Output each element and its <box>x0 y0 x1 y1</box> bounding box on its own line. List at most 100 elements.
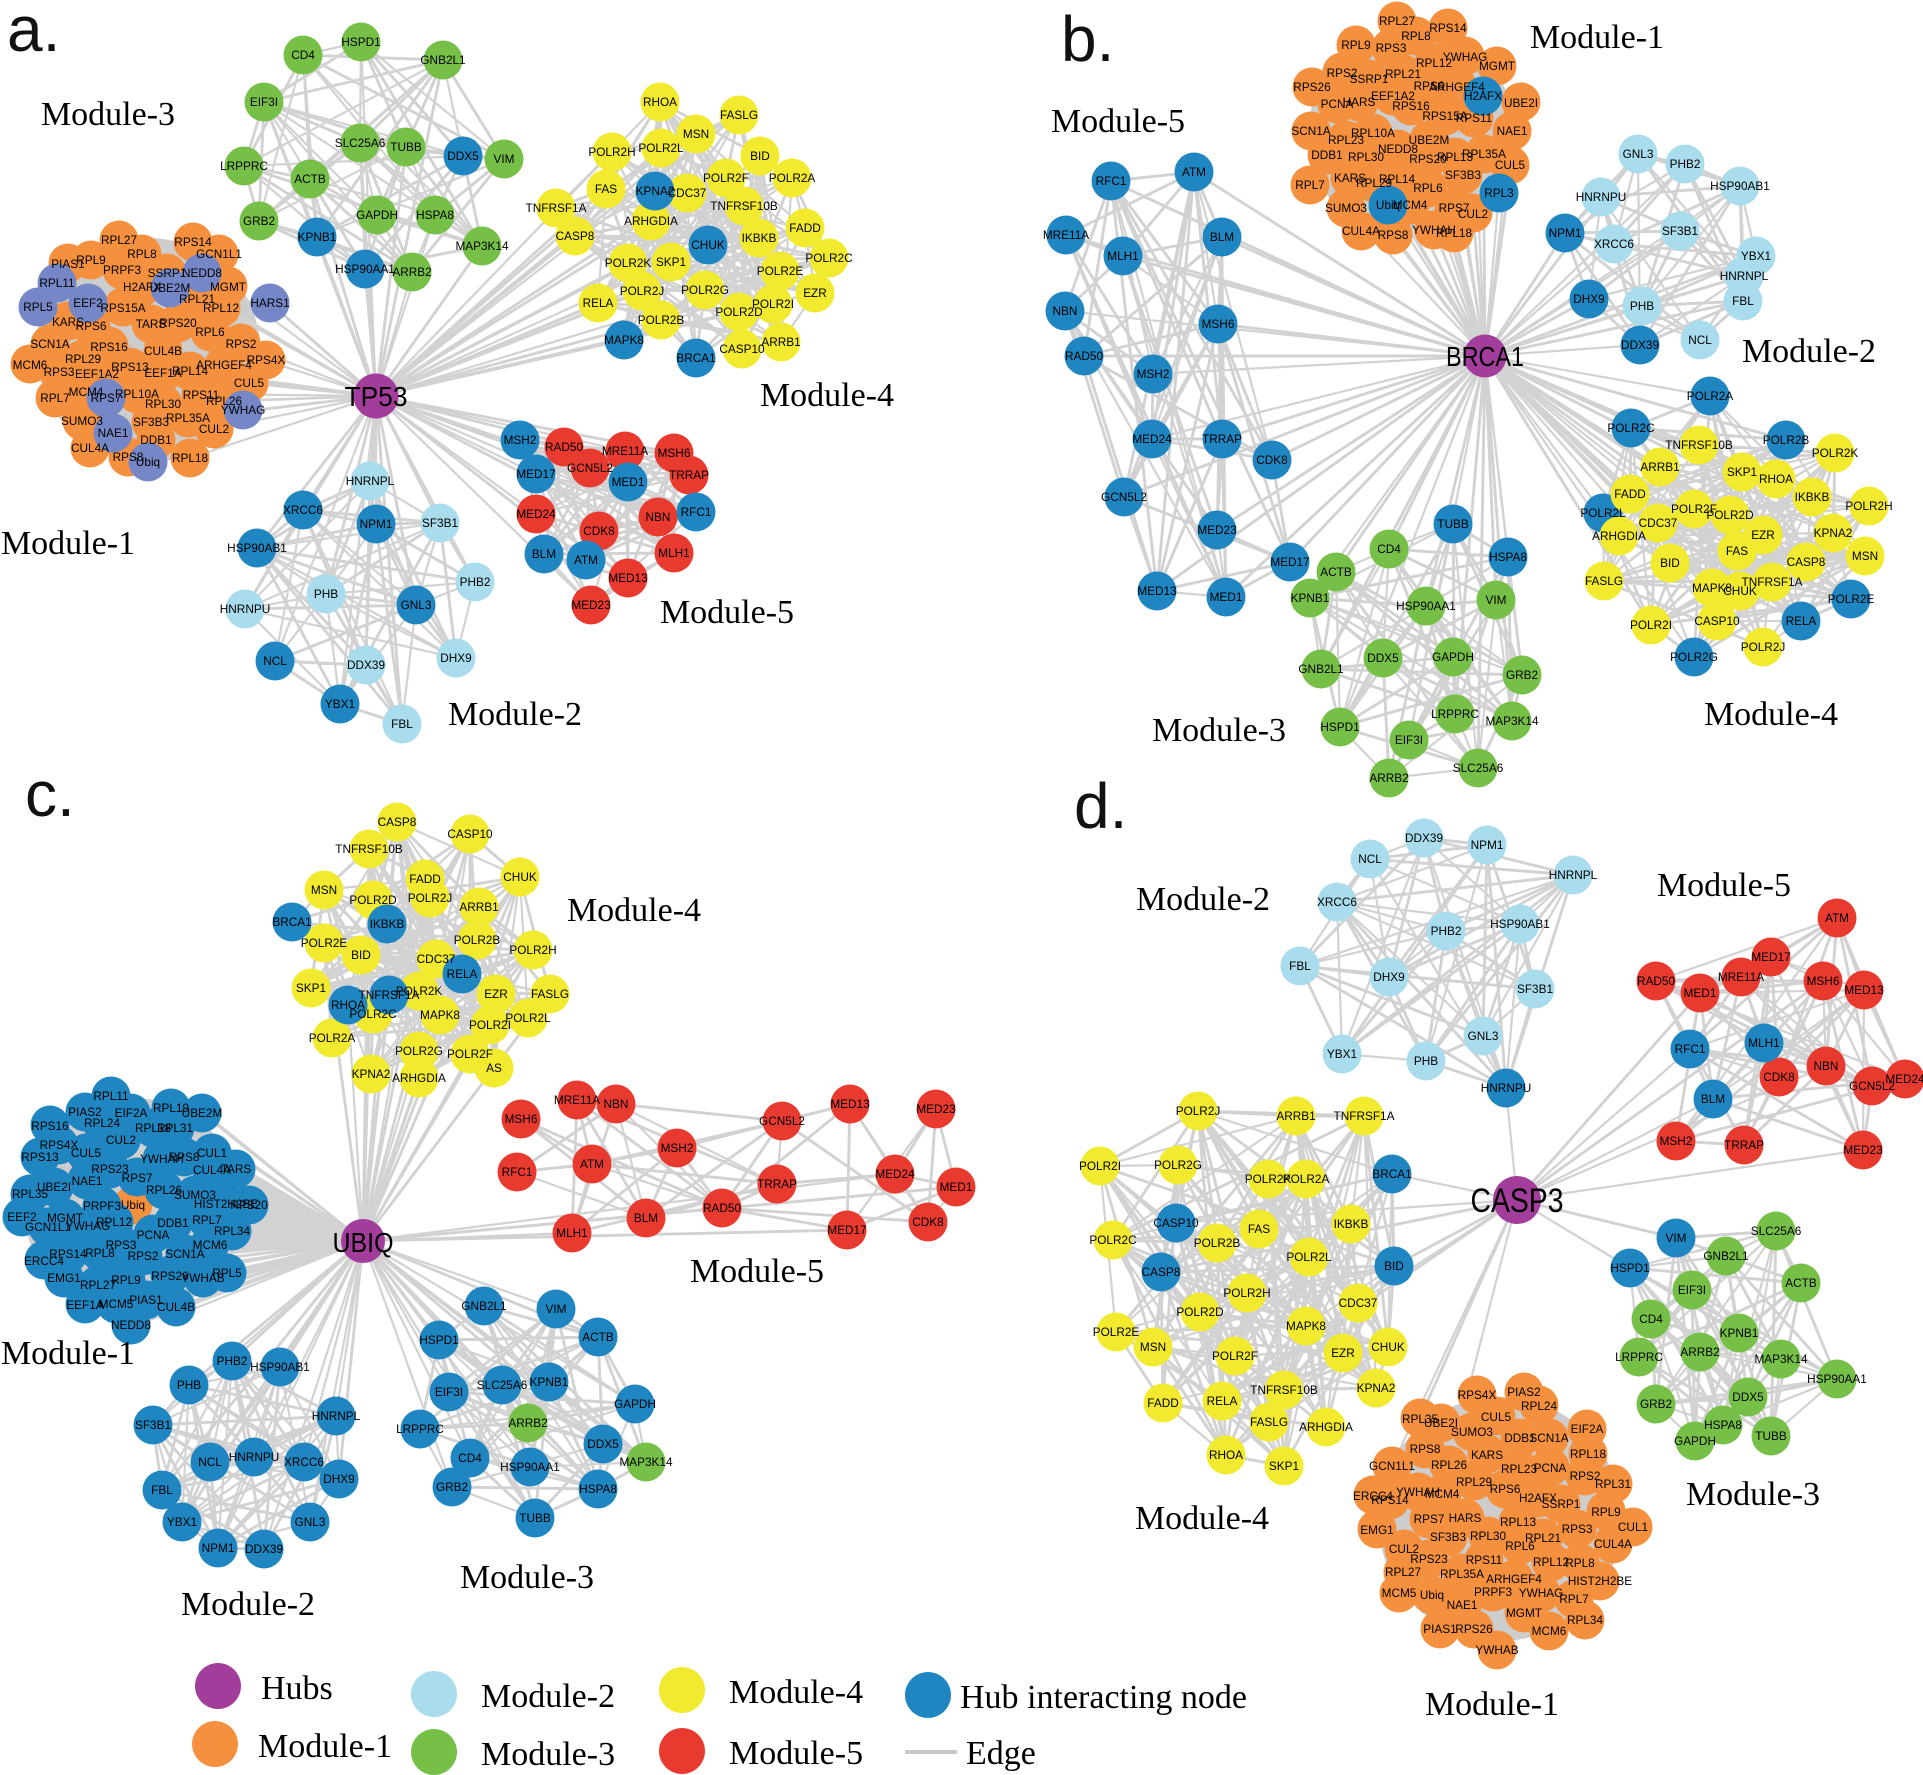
svg-text:POLR2D: POLR2D <box>1706 508 1753 522</box>
svg-text:EZR: EZR <box>803 286 827 300</box>
svg-text:MED23: MED23 <box>571 598 611 612</box>
svg-text:RPL18: RPL18 <box>135 1121 172 1135</box>
svg-text:PRPF3: PRPF3 <box>83 1199 121 1213</box>
svg-text:RAD50: RAD50 <box>1637 974 1675 988</box>
svg-text:POLR2E: POLR2E <box>757 264 804 278</box>
svg-text:FBL: FBL <box>151 1483 173 1497</box>
svg-text:PRPF3: PRPF3 <box>103 263 141 277</box>
svg-text:BRCA1: BRCA1 <box>1446 341 1524 372</box>
svg-text:SF3B3: SF3B3 <box>1445 168 1482 182</box>
svg-text:CDC37: CDC37 <box>1639 516 1678 530</box>
svg-text:ATM: ATM <box>574 553 598 567</box>
svg-text:CUL2: CUL2 <box>199 422 229 436</box>
svg-text:RPL29: RPL29 <box>65 352 101 366</box>
svg-text:CUL2: CUL2 <box>106 1133 136 1147</box>
svg-text:PIAS1: PIAS1 <box>129 1293 162 1307</box>
svg-text:GNL3: GNL3 <box>401 598 432 612</box>
svg-text:POLR2F: POLR2F <box>703 171 749 185</box>
svg-text:CD4: CD4 <box>458 1451 482 1465</box>
svg-text:RPS7: RPS7 <box>1414 1512 1445 1526</box>
svg-text:POLR2G: POLR2G <box>395 1044 443 1058</box>
svg-text:HNRNPU: HNRNPU <box>220 602 270 616</box>
svg-text:SF3B1: SF3B1 <box>1662 224 1698 238</box>
svg-text:HSPD1: HSPD1 <box>419 1333 458 1347</box>
svg-text:CASP10: CASP10 <box>1694 614 1740 628</box>
svg-text:MED23: MED23 <box>916 1102 956 1116</box>
svg-text:HSPD1: HSPD1 <box>1610 1261 1649 1275</box>
svg-text:HSP90AB1: HSP90AB1 <box>227 541 287 555</box>
svg-text:SKP1: SKP1 <box>656 255 686 269</box>
svg-text:POLR2H: POLR2H <box>1223 1286 1270 1300</box>
svg-text:MSH6: MSH6 <box>505 1112 538 1126</box>
svg-text:POLR2H: POLR2H <box>509 943 556 957</box>
svg-text:RPL5: RPL5 <box>23 300 53 314</box>
svg-text:EEF1A: EEF1A <box>66 1298 104 1312</box>
svg-text:FASLG: FASLG <box>1585 574 1623 588</box>
svg-text:Module-1: Module-1 <box>1425 1686 1559 1723</box>
svg-text:MSN: MSN <box>311 883 337 897</box>
svg-text:RPS15A: RPS15A <box>1422 109 1467 123</box>
svg-text:HSP90AB1: HSP90AB1 <box>250 1360 310 1374</box>
svg-text:RPL12: RPL12 <box>96 1215 132 1229</box>
svg-text:RPL6: RPL6 <box>195 325 225 339</box>
svg-text:CUL4A: CUL4A <box>1594 1537 1632 1551</box>
svg-text:RPL7: RPL7 <box>40 391 70 405</box>
svg-text:UBE2I: UBE2I <box>37 1180 71 1194</box>
svg-text:EZR: EZR <box>1331 1346 1355 1360</box>
svg-text:POLR2B: POLR2B <box>454 933 501 947</box>
svg-text:RFC1: RFC1 <box>1675 1042 1706 1056</box>
svg-text:RHOA: RHOA <box>1209 1448 1243 1462</box>
svg-text:CUL4B: CUL4B <box>157 1300 195 1314</box>
svg-text:GCN1L1: GCN1L1 <box>1369 1459 1415 1473</box>
svg-text:DDX39: DDX39 <box>245 1542 283 1556</box>
svg-text:FASLG: FASLG <box>1250 1415 1288 1429</box>
svg-text:HNRNPU: HNRNPU <box>229 1450 279 1464</box>
svg-text:MCM5: MCM5 <box>1382 1586 1417 1600</box>
svg-text:RPS2: RPS2 <box>1570 1469 1601 1483</box>
svg-text:RPL24: RPL24 <box>84 1116 121 1130</box>
svg-text:ARRB2: ARRB2 <box>1369 771 1408 785</box>
svg-text:SKP1: SKP1 <box>296 981 326 995</box>
svg-text:BLM: BLM <box>1701 1092 1725 1106</box>
svg-text:HNRNPL: HNRNPL <box>346 474 395 488</box>
svg-text:SF3B3: SF3B3 <box>133 415 170 429</box>
svg-text:ATM: ATM <box>1825 911 1849 925</box>
svg-text:MRE11A: MRE11A <box>1718 970 1764 984</box>
svg-text:CDK8: CDK8 <box>1256 453 1288 467</box>
svg-text:MAP3K14: MAP3K14 <box>1485 714 1539 728</box>
svg-text:YWHAH: YWHAH <box>1412 223 1456 237</box>
svg-text:ACTB: ACTB <box>582 1330 614 1344</box>
svg-text:RAD50: RAD50 <box>1065 349 1103 363</box>
svg-text:EIF3I: EIF3I <box>250 95 278 109</box>
svg-text:PHB2: PHB2 <box>1670 157 1701 171</box>
svg-text:POLR2E: POLR2E <box>1093 1325 1140 1339</box>
svg-text:GNB2L1: GNB2L1 <box>420 53 465 67</box>
svg-text:DDX39: DDX39 <box>1621 338 1659 352</box>
svg-text:RPS3: RPS3 <box>1562 1522 1593 1536</box>
svg-text:TP53: TP53 <box>345 381 408 412</box>
svg-text:HARS1: HARS1 <box>250 296 289 310</box>
svg-text:Ubiq: Ubiq <box>121 1198 145 1212</box>
svg-text:UBE2M: UBE2M <box>182 1106 223 1120</box>
svg-text:HNRNPU: HNRNPU <box>1576 190 1626 204</box>
svg-text:Module-2: Module-2 <box>1742 333 1876 370</box>
svg-text:RPS11: RPS11 <box>1466 1553 1503 1567</box>
svg-text:Module-4: Module-4 <box>760 377 894 414</box>
svg-text:Module-2: Module-2 <box>481 1678 615 1715</box>
svg-text:RPL29: RPL29 <box>1456 1475 1492 1489</box>
svg-text:POLR2L: POLR2L <box>505 1011 551 1025</box>
svg-text:POLR2L: POLR2L <box>638 141 684 155</box>
svg-text:POLR2B: POLR2B <box>1194 1236 1241 1250</box>
svg-text:CUL2: CUL2 <box>1458 207 1488 221</box>
svg-text:MED17: MED17 <box>1270 555 1309 569</box>
svg-text:RPS23: RPS23 <box>91 1162 129 1176</box>
svg-text:ARRB1: ARRB1 <box>1276 1109 1315 1123</box>
svg-text:EIF3I: EIF3I <box>1678 1283 1706 1297</box>
svg-text:SLC25A6: SLC25A6 <box>335 136 386 150</box>
svg-text:NEDD8: NEDD8 <box>1378 142 1418 156</box>
svg-text:MED13: MED13 <box>1137 584 1177 598</box>
svg-text:RPS7: RPS7 <box>1439 201 1470 215</box>
svg-text:KPNB1: KPNB1 <box>298 230 337 244</box>
svg-text:RPL8: RPL8 <box>127 247 157 261</box>
svg-text:PIAS2: PIAS2 <box>1507 1385 1540 1399</box>
